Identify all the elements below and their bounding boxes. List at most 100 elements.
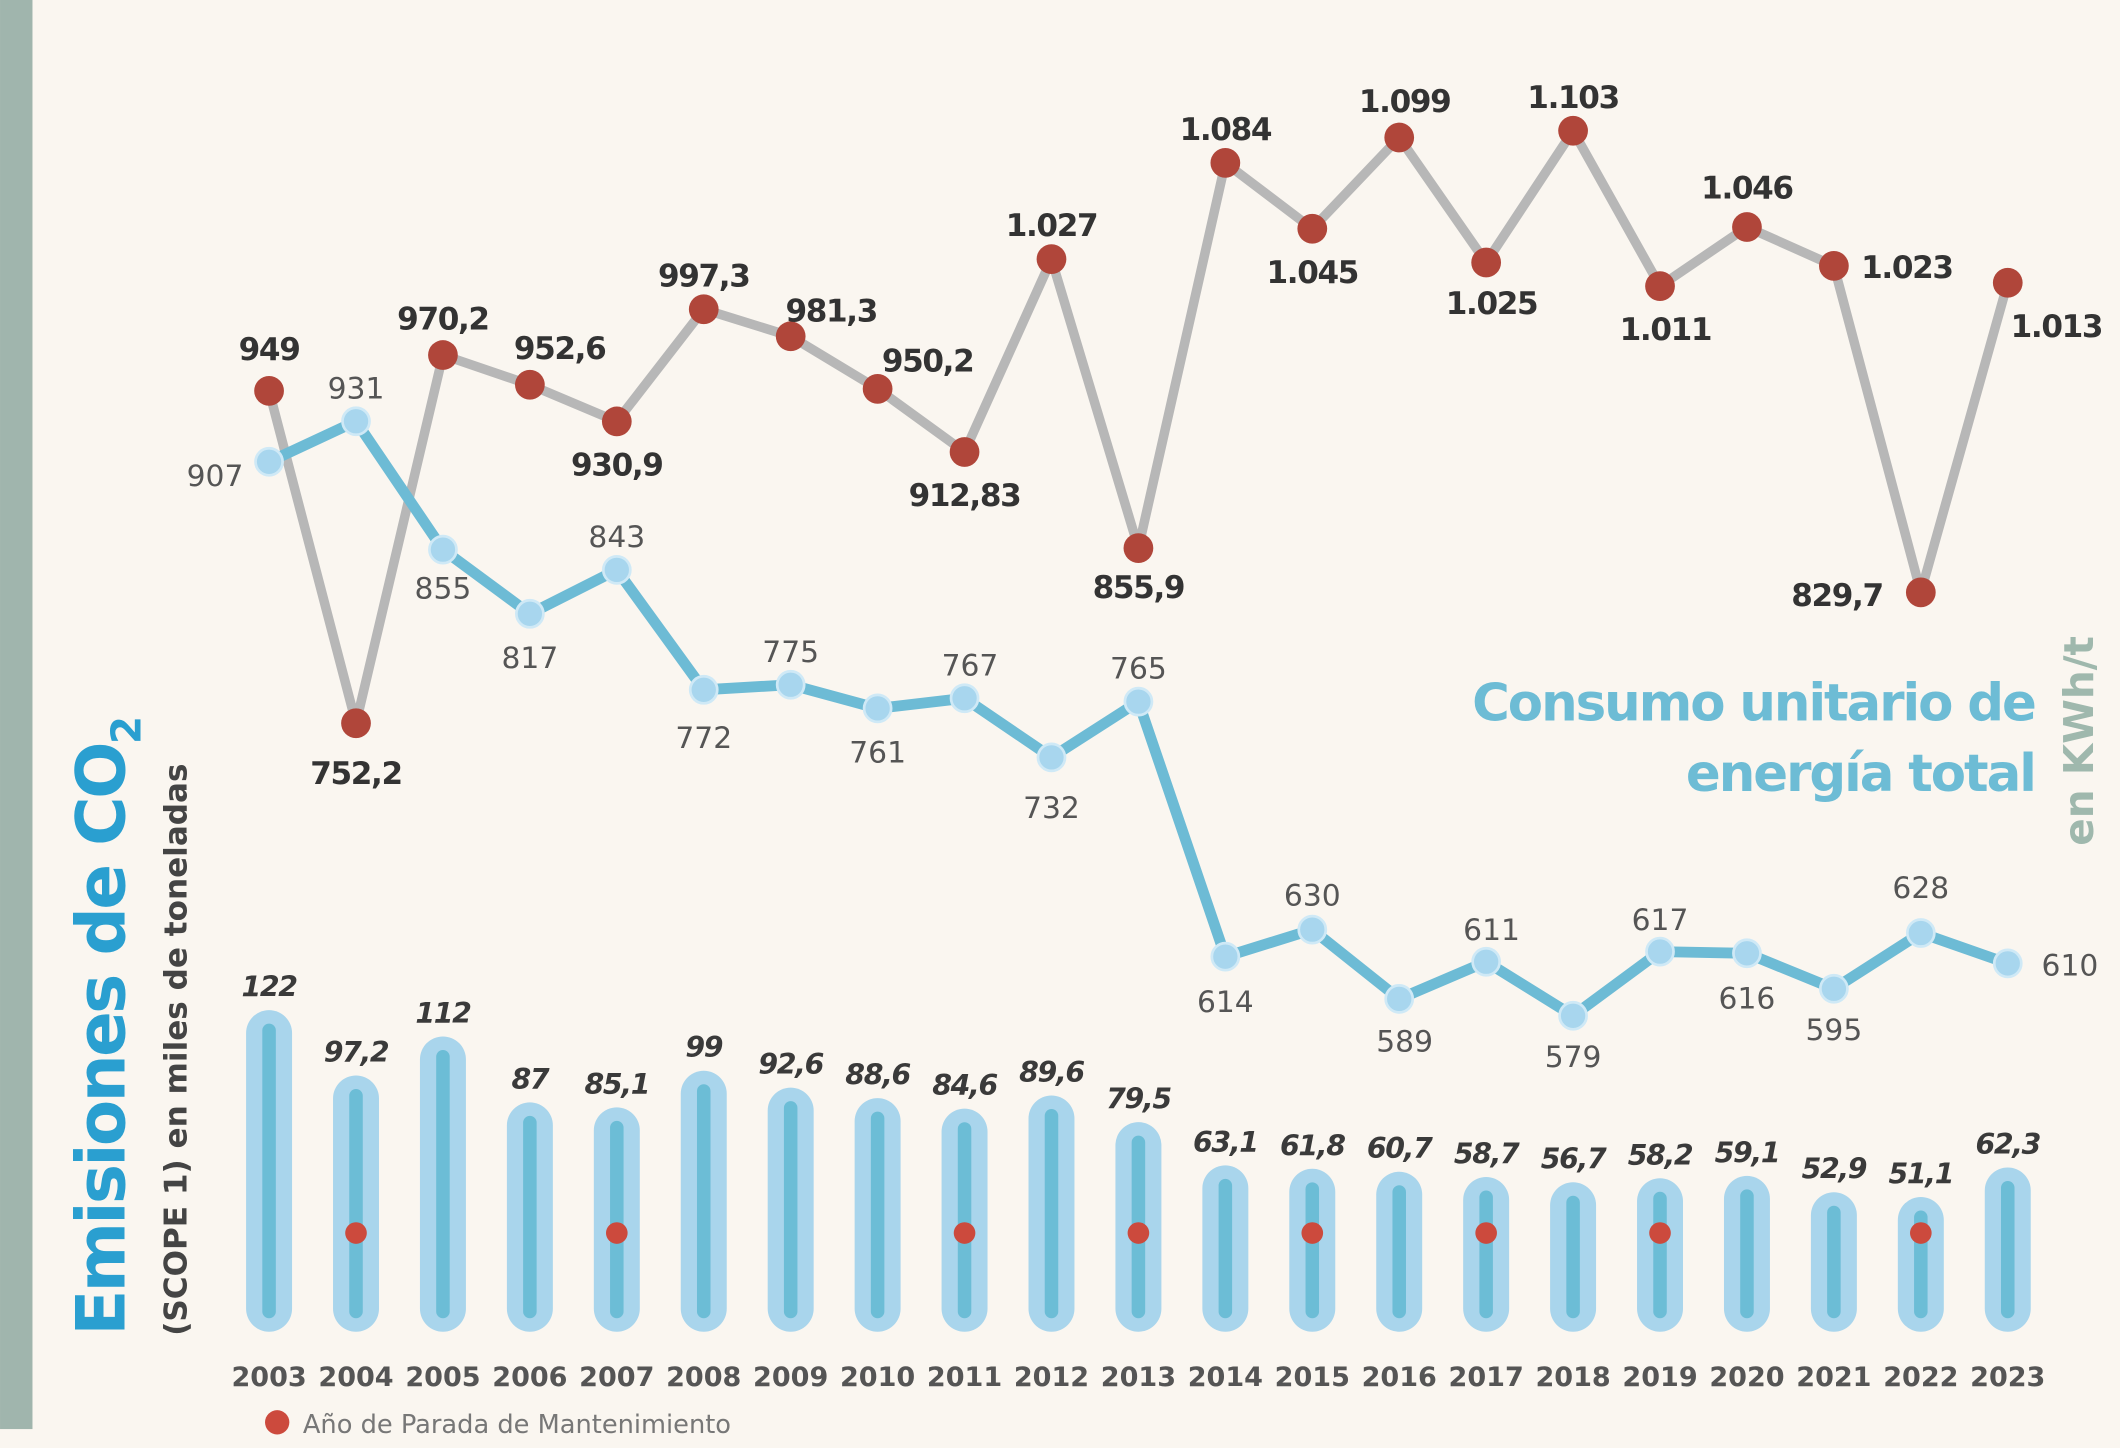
data-label: 611 <box>1463 913 1520 948</box>
point <box>862 693 893 724</box>
x-tick-label: 2007 <box>579 1362 654 1393</box>
bar-label: 56,7 <box>1541 1143 1607 1176</box>
x-tick-label: 2012 <box>1014 1362 1089 1393</box>
bar-label: 52,9 <box>1802 1153 1867 1186</box>
data-label: 579 <box>1545 1040 1602 1075</box>
bar-core <box>349 1088 363 1319</box>
x-tick-label: 2017 <box>1449 1362 1524 1393</box>
data-label: 949 <box>239 332 300 368</box>
point <box>1905 577 1936 608</box>
data-label: 775 <box>762 635 819 670</box>
point <box>1123 533 1154 563</box>
point <box>341 406 371 437</box>
bar-label: 85,1 <box>585 1068 650 1101</box>
data-label: 761 <box>849 735 906 770</box>
y2-title-sub: 2 <box>103 719 151 745</box>
point <box>515 598 545 629</box>
point <box>1992 948 2023 979</box>
bar-core <box>957 1122 972 1319</box>
data-label: 1.046 <box>1701 171 1793 207</box>
point <box>428 340 458 370</box>
data-label: 930,9 <box>571 448 663 484</box>
point <box>1123 686 1154 717</box>
bar-core <box>1218 1178 1233 1319</box>
bar-label: 88,6 <box>845 1059 910 1092</box>
bar-core <box>783 1101 798 1319</box>
point <box>1036 742 1067 773</box>
data-label: 589 <box>1376 1025 1433 1060</box>
bar-core <box>1479 1190 1493 1319</box>
data-label: 843 <box>588 520 645 555</box>
point <box>1036 244 1067 274</box>
point <box>1384 122 1415 153</box>
x-tick-label: 2015 <box>1275 1362 1350 1393</box>
data-label: 1.011 <box>1620 312 1712 348</box>
x-tick-label: 2022 <box>1883 1362 1958 1393</box>
maintenance-marker <box>1127 1222 1150 1244</box>
x-tick-label: 2019 <box>1622 1362 1697 1393</box>
point <box>1384 984 1415 1014</box>
point <box>1210 941 1241 972</box>
data-label: 630 <box>1284 878 1341 913</box>
legend-label: Año de Parada de Mantenimiento <box>303 1410 731 1440</box>
data-label: 610 <box>2042 949 2099 984</box>
x-tick-label: 2004 <box>318 1362 393 1393</box>
data-label: 617 <box>1632 903 1689 938</box>
point <box>1645 936 1675 967</box>
x-tick-label: 2013 <box>1101 1362 1176 1393</box>
data-label: 981,3 <box>785 293 877 329</box>
data-label: 931 <box>328 371 385 406</box>
data-label: 772 <box>675 721 732 756</box>
data-label: 950,2 <box>882 343 974 379</box>
x-tick-label: 2006 <box>492 1362 567 1393</box>
bar-label: 59,1 <box>1715 1136 1780 1169</box>
data-label: 829,7 <box>1791 578 1883 614</box>
data-label: 595 <box>1806 1013 1863 1048</box>
point <box>1732 938 1762 969</box>
point <box>949 437 980 467</box>
y-axis-label: en KWh/t <box>2055 636 2103 846</box>
data-label: 732 <box>1023 791 1080 826</box>
bar-core <box>262 1023 276 1319</box>
x-tick-label: 2010 <box>840 1362 915 1393</box>
bar-label: 58,2 <box>1628 1139 1693 1172</box>
data-label: 1.027 <box>1006 208 1098 244</box>
maintenance-marker <box>1301 1222 1324 1244</box>
data-label: 1.099 <box>1359 84 1451 120</box>
point <box>949 683 980 714</box>
point <box>341 708 371 739</box>
data-label: 1.023 <box>1861 250 1953 286</box>
bar-label: 58,7 <box>1454 1137 1520 1170</box>
data-label: 1.013 <box>2011 309 2103 345</box>
x-tick-label: 2014 <box>1188 1362 1263 1393</box>
data-label: 765 <box>1110 652 1167 687</box>
maintenance-marker <box>953 1222 976 1244</box>
point <box>1645 271 1675 302</box>
bar-core <box>1044 1109 1059 1319</box>
maintenance-marker <box>1649 1222 1671 1244</box>
point <box>775 669 806 700</box>
bar-label: 51,1 <box>1889 1157 1954 1190</box>
bar-core <box>1566 1195 1580 1319</box>
data-label: 1.045 <box>1267 255 1359 291</box>
point <box>1819 973 1849 1004</box>
bar-core <box>2000 1180 2015 1319</box>
data-label: 616 <box>1719 982 1776 1017</box>
bar-label: 122 <box>241 971 297 1004</box>
bar-core <box>436 1049 450 1319</box>
x-tick-label: 2021 <box>1796 1362 1871 1393</box>
data-label: 855,9 <box>1093 570 1185 606</box>
data-label: 997,3 <box>658 258 750 294</box>
bar-core <box>610 1120 624 1319</box>
bar-core <box>696 1084 711 1319</box>
point <box>775 321 806 352</box>
point <box>1297 213 1328 244</box>
data-label: 855 <box>415 571 472 606</box>
legend-marker <box>265 1410 290 1435</box>
maintenance-marker <box>605 1222 628 1244</box>
maintenance-marker <box>1475 1222 1497 1244</box>
data-label: 817 <box>501 641 558 676</box>
point <box>1819 251 1849 281</box>
y2-title-main: Emisiones de CO <box>61 744 140 1336</box>
